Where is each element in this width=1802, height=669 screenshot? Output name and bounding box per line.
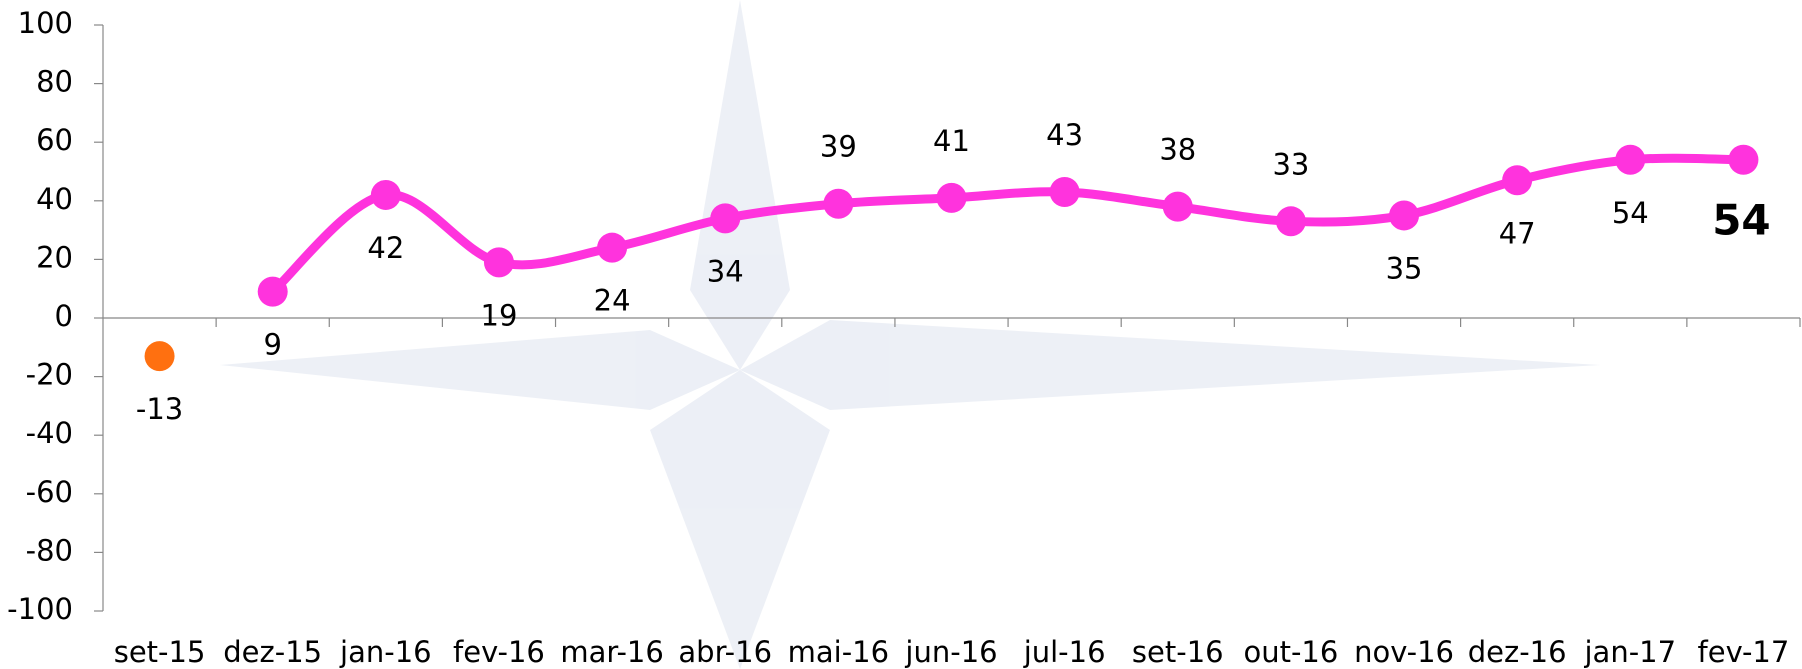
data-label: 47 [1499,216,1536,250]
x-tick-label: fev-16 [453,635,545,669]
marker [1615,144,1646,175]
y-tick-label: 80 [36,65,73,99]
y-tick-label: -100 [7,592,73,626]
marker [1502,165,1533,196]
marker [1389,200,1420,231]
x-tick-label: jun-16 [904,635,997,669]
x-tick-label: set-16 [1132,635,1224,669]
marker [597,232,628,263]
x-tick-label: fev-17 [1698,635,1790,669]
y-tick-label: 40 [36,182,73,216]
marker [257,276,288,307]
y-tick-label: -20 [26,358,73,392]
data-label: 9 [263,328,281,362]
x-tick-label: jul-16 [1023,635,1106,669]
data-label: -13 [136,392,183,426]
marker [1275,206,1306,237]
marker [1049,177,1080,208]
y-tick-label: -60 [26,475,73,509]
y-tick-label: 20 [36,240,73,274]
x-tick-label: jan-16 [339,635,432,669]
data-label: 35 [1386,251,1423,285]
x-tick-label: mai-16 [788,635,889,669]
y-tick-label: 100 [18,6,73,40]
data-label: 39 [820,130,857,164]
data-label: 43 [1046,118,1083,152]
y-tick-label: 60 [36,123,73,157]
marker [483,247,514,278]
data-label: 19 [481,298,518,332]
y-tick-label: 0 [55,299,73,333]
watermark [220,0,1600,669]
marker [370,179,401,210]
marker [823,188,854,219]
marker [936,182,967,213]
x-tick-label: nov-16 [1354,635,1454,669]
x-tick-label: jan-17 [1584,635,1677,669]
x-tick-label: out-16 [1243,635,1338,669]
data-label: 42 [367,231,404,265]
data-label: 24 [594,284,631,318]
marker [1162,191,1193,222]
x-tick-label: mar-16 [560,635,663,669]
y-tick-label: -80 [26,533,73,567]
marker [144,341,175,372]
data-label: 38 [1159,133,1196,167]
marker [710,203,741,234]
x-tick-label: dez-16 [1468,635,1567,669]
data-label: 34 [707,254,744,288]
x-tick-label: dez-15 [223,635,322,669]
data-label: 54 [1612,196,1649,230]
y-tick-label: -40 [26,416,73,450]
x-tick-label: set-15 [114,635,206,669]
x-tick-label: abr-16 [678,635,772,669]
data-label: 33 [1272,147,1309,181]
data-label: 41 [933,124,970,158]
marker [1728,144,1759,175]
data-label: 54 [1712,195,1770,244]
